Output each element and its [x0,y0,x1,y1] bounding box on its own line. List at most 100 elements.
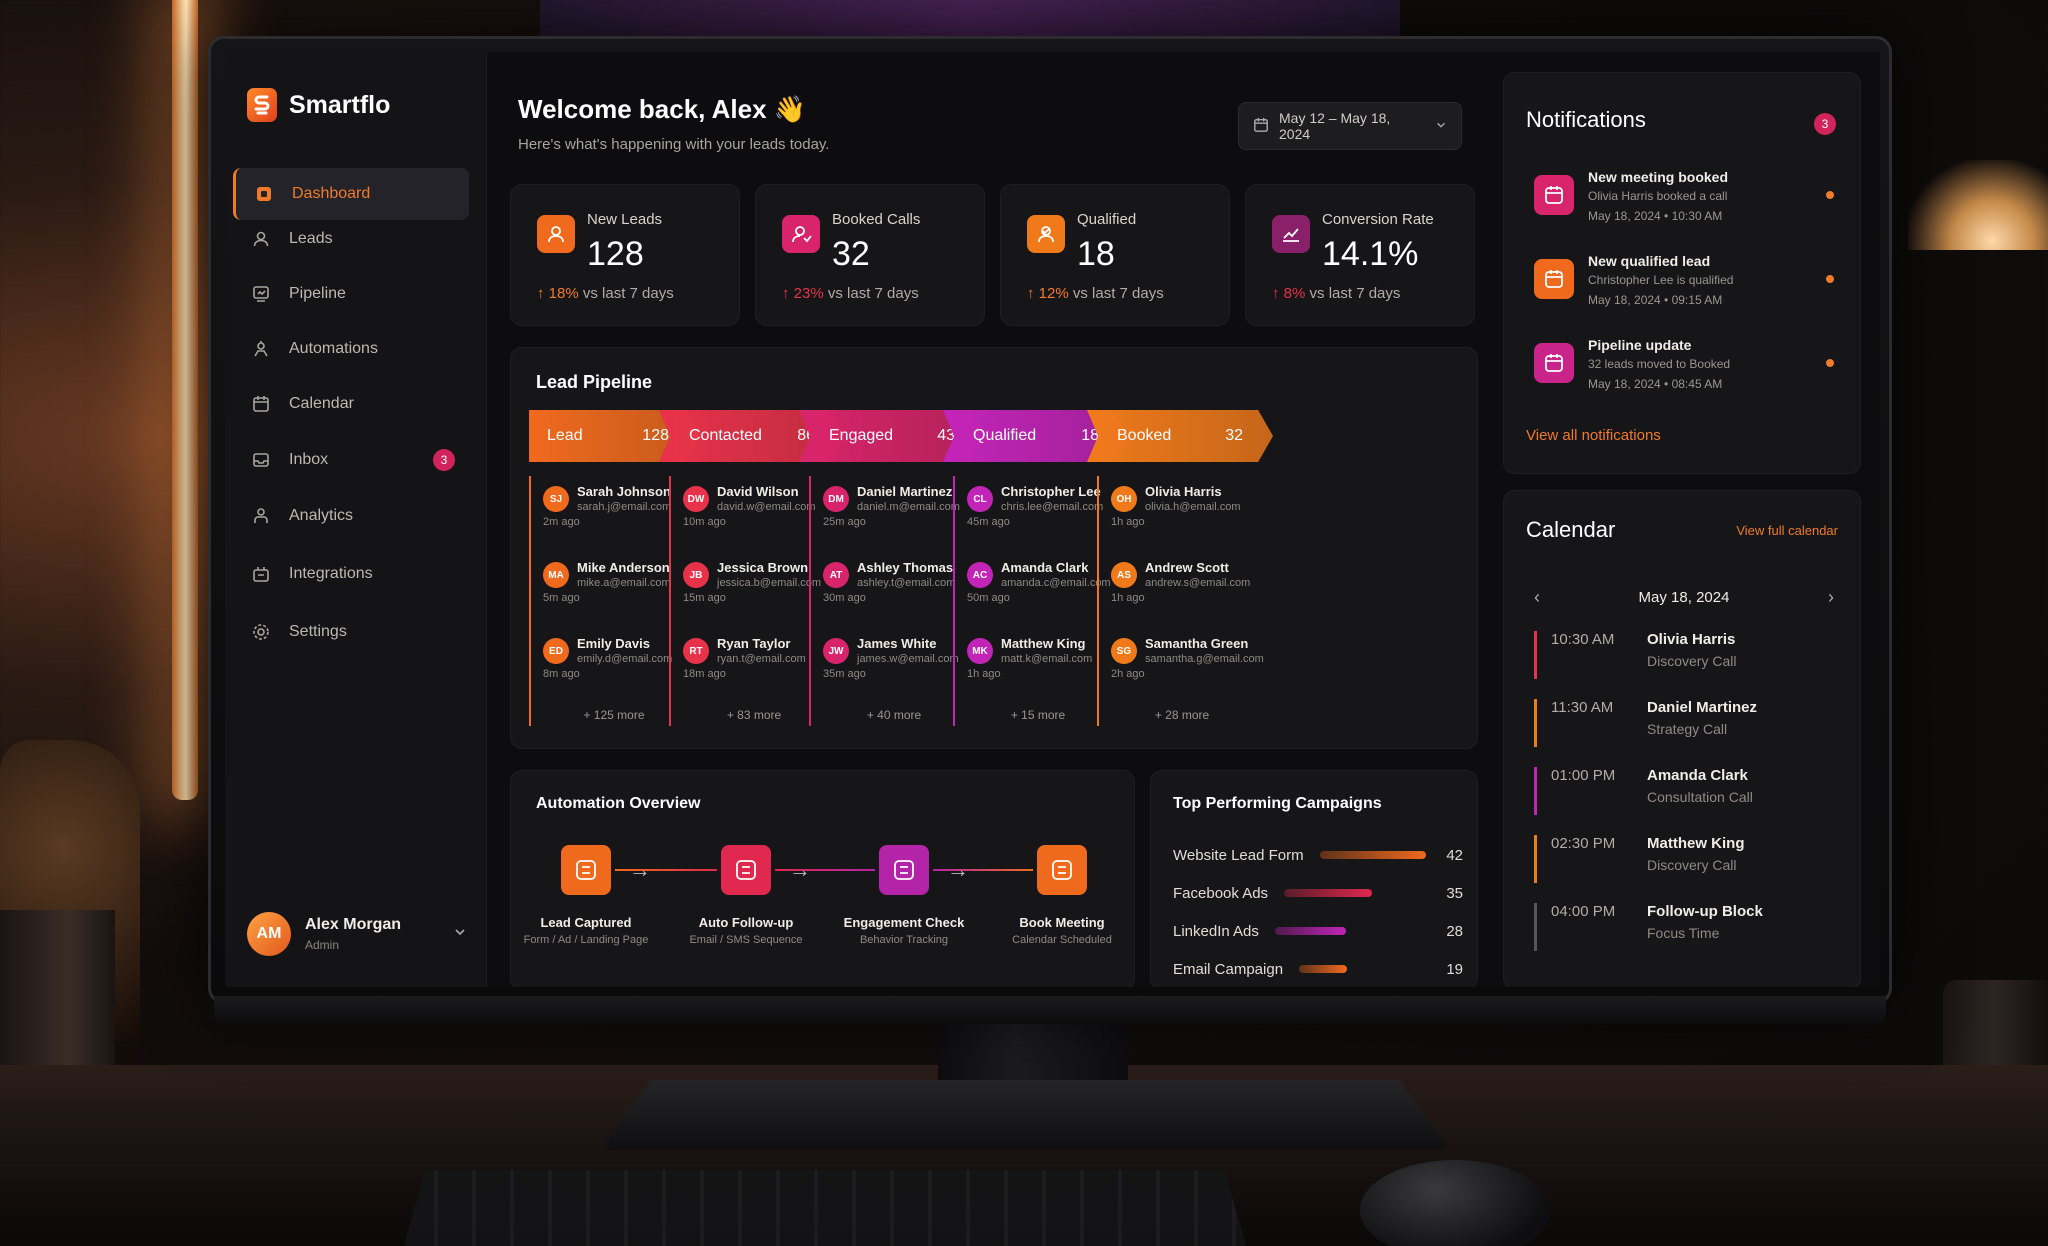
sidebar-item-label: Settings [289,623,347,640]
sidebar-item-calendar[interactable]: Calendar [233,378,469,430]
lead-card[interactable]: JW James White james.w@email.com 35m ago [823,636,959,680]
notification-title: New meeting booked [1588,169,1729,185]
avatar: AS [1111,562,1137,588]
lead-time: 25m ago [823,516,866,528]
campaign-row[interactable]: Website Lead Form 42 [1173,843,1463,867]
campaign-name: Email Campaign [1173,960,1284,978]
sidebar-item-analytics[interactable]: Analytics [233,490,469,542]
automation-step[interactable]: Engagement Check Behavior Tracking [829,845,979,946]
calendar-icon [1037,845,1087,895]
lead-card[interactable]: DW David Wilson david.w@email.com 10m ago [683,484,816,528]
event-name: Follow-up Block [1647,903,1763,920]
stat-delta-text: vs last 7 days [1309,285,1401,302]
more-leads-link[interactable]: + 83 more [726,708,782,722]
user-profile[interactable]: AM Alex Morgan Admin [247,912,467,956]
more-leads-link[interactable]: + 15 more [1010,708,1066,722]
lead-time: 2m ago [543,516,580,528]
calendar-event[interactable]: 04:00 PM Follow-up Block Focus Time [1534,903,1834,951]
event-time: 10:30 AM [1551,631,1615,648]
stat-card-conversion-rate[interactable]: Conversion Rate 14.1% ↑ 8% vs last 7 day… [1245,184,1475,326]
sidebar-item-pipeline[interactable]: Pipeline [233,268,469,320]
lead-card[interactable]: AT Ashley Thomas ashley.t@email.com 30m ago [823,560,955,604]
arrow-up-icon: ↑ [782,285,790,302]
pipeline-stage-booked[interactable]: Booked 32 [1087,410,1273,462]
lead-info: Christopher Lee chris.lee@email.com 45m ag… [967,484,1103,528]
sidebar-item-automations[interactable]: Automations [233,323,469,375]
lead-card[interactable]: ED Emily Davis emily.d@email.com 8m ago [543,636,672,680]
calendar-event[interactable]: 01:00 PM Amanda Clark Consultation Call [1534,767,1834,815]
lead-card[interactable]: OH Olivia Harris olivia.h@email.com 1h ago [1111,484,1241,528]
stat-value: 32 [832,235,870,273]
campaign-name: LinkedIn Ads [1173,922,1259,940]
lead-card[interactable]: AC Amanda Clark amanda.c@email.com 50m ago [967,560,1111,604]
arrow-up-icon: ↑ [1272,285,1280,302]
more-leads-link[interactable]: + 125 more [583,708,645,722]
automation-step[interactable]: Lead Captured Form / Ad / Landing Page [511,845,661,946]
calendar-event[interactable]: 02:30 PM Matthew King Discovery Call [1534,835,1834,883]
pipeline-column: CL Christopher Lee chris.lee@email.com 45m … [953,476,1121,726]
chevron-left-icon[interactable]: ‹ [1534,587,1540,607]
calendar-event[interactable]: 11:30 AM Daniel Martinez Strategy Call [1534,699,1834,747]
notification-item[interactable]: New meeting booked Olivia Harris booked a… [1534,169,1834,229]
brand[interactable]: Smartflo [247,88,390,122]
chevron-down-icon[interactable] [453,925,467,944]
pipeline-column: SJ Sarah Johnson sarah.j@email.com 2m ago MA… [529,476,697,726]
campaign-value: 19 [1446,960,1463,978]
campaign-row[interactable]: Email Campaign 19 [1173,957,1463,981]
lead-card[interactable]: CL Christopher Lee chris.lee@email.com 45m … [967,484,1103,528]
lead-card[interactable]: AS Andrew Scott andrew.s@email.com 1h ago [1111,560,1250,604]
lead-card[interactable]: JB Jessica Brown jessica.b@email.com 15m ag… [683,560,821,604]
stat-card-qualified[interactable]: Qualified 18 ↑ 12% vs last 7 days [1000,184,1230,326]
welcome-header: Welcome back, Alex 👋 Here's what's happe… [510,72,1478,187]
more-leads-link[interactable]: + 40 more [866,708,922,722]
avatar: MA [543,562,569,588]
stat-delta-text: vs last 7 days [1072,285,1164,302]
avatar: AC [967,562,993,588]
date-range-picker[interactable]: May 12 – May 18, 2024 [1238,102,1462,150]
view-all-notifications-link[interactable]: View all notifications [1526,427,1661,444]
user-icon [1534,259,1574,299]
sidebar-item-integrations[interactable]: Integrations [233,548,469,600]
lead-info: James White james.w@email.com 35m ago [823,636,959,680]
automation-step[interactable]: Book Meeting Calendar Scheduled [987,845,1137,946]
more-leads-link[interactable]: + 28 more [1154,708,1210,722]
lead-pipeline: Lead Pipeline Lead 128 SJ Sarah Johnson sara… [510,347,1478,749]
stat-card-booked-calls[interactable]: Booked Calls 32 ↑ 23% vs last 7 days [755,184,985,326]
sidebar-item-settings[interactable]: Settings [233,606,469,658]
stat-card-new-leads[interactable]: New Leads 128 ↑ 18% vs last 7 days [510,184,740,326]
qualified-icon [1027,215,1065,253]
avatar: OH [1111,486,1137,512]
avatar: SG [1111,638,1137,664]
automation-step-title: Engagement Check [843,915,965,930]
lead-time: 35m ago [823,668,866,680]
lead-card[interactable]: MK Matthew King matt.k@email.com 1h ago [967,636,1092,680]
lead-card[interactable]: SG Samantha Green samantha.g@email.com 2h a… [1111,636,1264,680]
lead-name: Daniel Martinez [857,484,953,499]
lead-email: daniel.m@email.com [857,501,960,513]
stage-label: Qualified [973,427,1037,444]
calendar-event[interactable]: 10:30 AM Olivia Harris Discovery Call [1534,631,1834,679]
lead-card[interactable]: RT Ryan Taylor ryan.t@email.com 18m ago [683,636,806,680]
notification-item[interactable]: Pipeline update 32 leads moved to Booked M… [1534,337,1834,397]
lead-card[interactable]: MA Mike Anderson mike.a@email.com 5m ago [543,560,671,604]
screen: Smartflo Dashboard Leads Pipeline Automa… [225,52,1880,987]
calendar-title: Calendar [1526,517,1616,542]
sidebar-item-label: Automations [289,340,378,357]
lead-card[interactable]: DM Daniel Martinez daniel.m@email.com 25m a… [823,484,960,528]
lead-info: David Wilson david.w@email.com 10m ago [683,484,816,528]
lead-info: Daniel Martinez daniel.m@email.com 25m ago [823,484,960,528]
notification-time: May 18, 2024 • 08:45 AM [1588,377,1723,391]
lead-time: 5m ago [543,592,580,604]
notification-item[interactable]: New qualified lead Christopher Lee is qua… [1534,253,1834,313]
campaign-row[interactable]: LinkedIn Ads 28 [1173,919,1463,943]
automation-step[interactable]: Auto Follow-up Email / SMS Sequence [671,845,821,946]
view-full-calendar-link[interactable]: View full calendar [1736,523,1838,538]
chevron-right-icon[interactable]: › [1828,587,1834,607]
sidebar-item-leads[interactable]: Leads [233,213,469,265]
sidebar-item-inbox[interactable]: Inbox 3 [233,434,469,486]
lead-card[interactable]: SJ Sarah Johnson sarah.j@email.com 2m ago [543,484,671,528]
campaign-row[interactable]: Facebook Ads 35 [1173,881,1463,905]
flow-connector [775,869,875,871]
sidebar-item-dashboard[interactable]: Dashboard [233,168,469,220]
pipeline-title: Lead Pipeline [536,372,653,392]
